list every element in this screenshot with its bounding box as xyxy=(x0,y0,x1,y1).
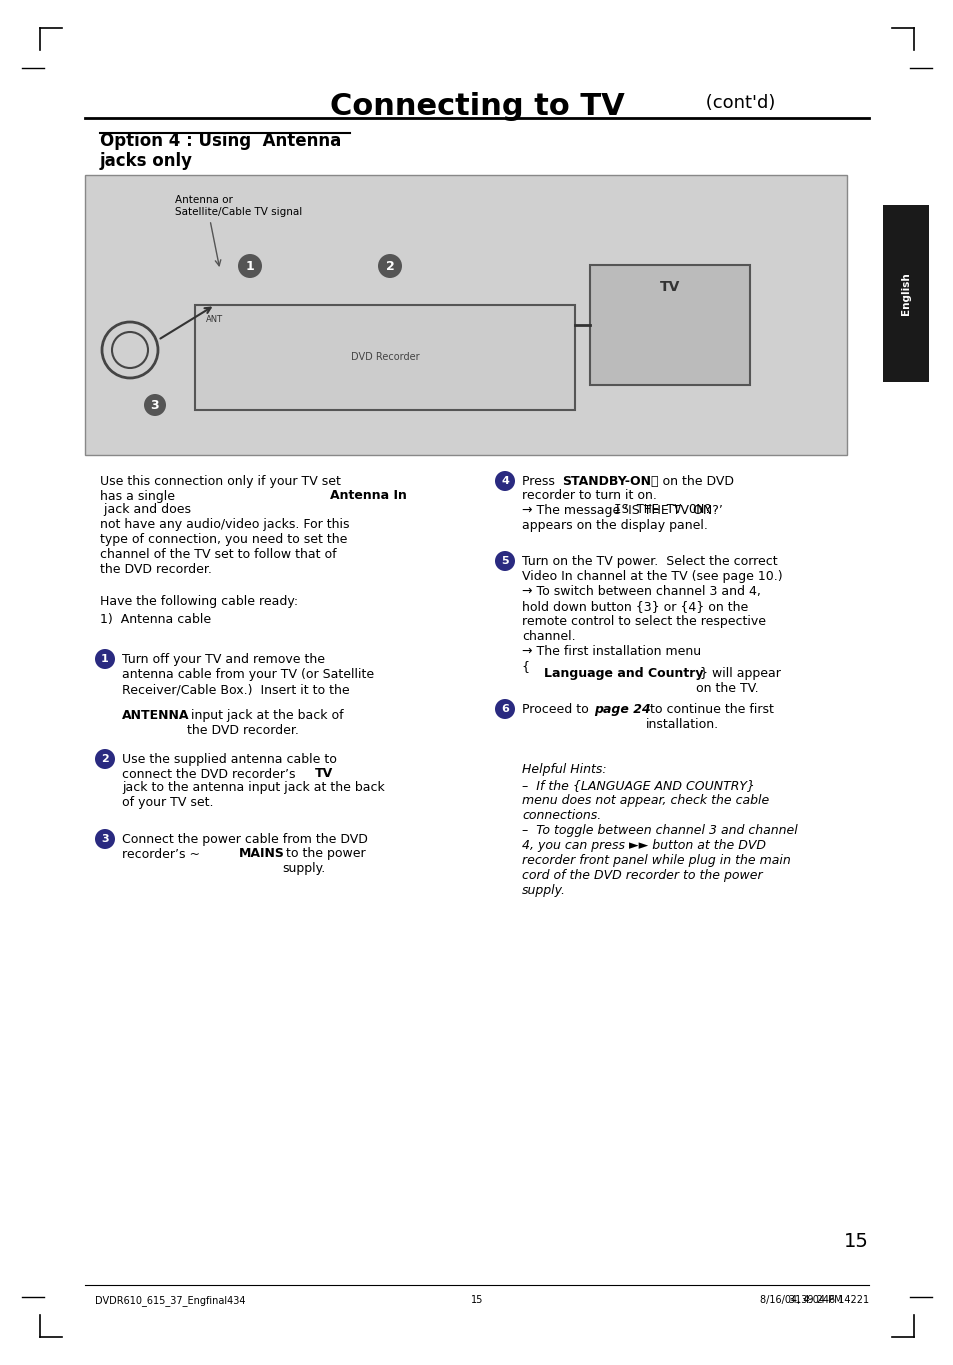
FancyBboxPatch shape xyxy=(882,205,928,382)
Text: 5: 5 xyxy=(500,556,508,566)
Text: Press: Press xyxy=(521,475,558,489)
Text: IS THE TV ON?: IS THE TV ON? xyxy=(614,502,711,516)
Circle shape xyxy=(95,648,115,669)
Text: Have the following cable ready:: Have the following cable ready: xyxy=(100,595,297,607)
Text: 15: 15 xyxy=(471,1295,482,1305)
FancyBboxPatch shape xyxy=(85,175,846,455)
FancyBboxPatch shape xyxy=(194,304,575,409)
FancyBboxPatch shape xyxy=(589,265,749,385)
Text: recorder to turn it on.
→ The message ‘IS THE TV ON?’
appears on the display pan: recorder to turn it on. → The message ‘I… xyxy=(521,489,722,532)
Text: ANT: ANT xyxy=(206,315,223,324)
Circle shape xyxy=(495,551,515,571)
Text: Language and Country: Language and Country xyxy=(543,667,702,680)
Circle shape xyxy=(95,749,115,768)
Text: 8/16/04, 4:04 PM: 8/16/04, 4:04 PM xyxy=(760,1295,841,1305)
Text: 2: 2 xyxy=(385,259,394,273)
Text: 4: 4 xyxy=(500,476,508,486)
Text: Helpful Hints:: Helpful Hints: xyxy=(521,763,606,775)
Text: to continue the first
installation.: to continue the first installation. xyxy=(645,703,773,732)
Text: 1)  Antenna cable: 1) Antenna cable xyxy=(100,613,211,627)
Text: Use this connection only if your TV set
has a single: Use this connection only if your TV set … xyxy=(100,475,340,502)
Text: MAINS: MAINS xyxy=(239,848,285,860)
Text: (cont'd): (cont'd) xyxy=(700,94,775,112)
Circle shape xyxy=(377,254,401,278)
Circle shape xyxy=(237,254,262,278)
Text: Antenna or
Satellite/Cable TV signal: Antenna or Satellite/Cable TV signal xyxy=(174,195,302,217)
Text: Proceed to: Proceed to xyxy=(521,703,592,717)
Circle shape xyxy=(95,829,115,849)
Text: jack to the antenna input jack at the back
of your TV set.: jack to the antenna input jack at the ba… xyxy=(122,781,384,809)
Text: Option 4 : Using  Antenna: Option 4 : Using Antenna xyxy=(100,132,341,150)
Text: Connect the power cable from the DVD
recorder’s ~: Connect the power cable from the DVD rec… xyxy=(122,833,368,861)
Text: STANDBY-ON: STANDBY-ON xyxy=(561,475,650,489)
Text: to the power
supply.: to the power supply. xyxy=(282,848,365,875)
Text: TV: TV xyxy=(314,767,333,779)
Text: English: English xyxy=(901,272,910,315)
Text: 1: 1 xyxy=(245,259,254,273)
Text: Antenna In: Antenna In xyxy=(330,489,406,502)
Text: } will appear
on the TV.: } will appear on the TV. xyxy=(696,667,781,695)
Text: page 24: page 24 xyxy=(594,703,650,717)
Text: Turn off your TV and remove the
antenna cable from your TV (or Satellite
Receive: Turn off your TV and remove the antenna … xyxy=(122,652,374,711)
Text: jack and does
not have any audio/video jacks. For this
type of connection, you n: jack and does not have any audio/video j… xyxy=(100,502,349,576)
Text: 15: 15 xyxy=(843,1233,868,1250)
Text: input jack at the back of
the DVD recorder.: input jack at the back of the DVD record… xyxy=(187,708,343,737)
Text: 3139 246 14221: 3139 246 14221 xyxy=(788,1295,868,1305)
Text: Turn on the TV power.  Select the correct
Video In channel at the TV (see page 1: Turn on the TV power. Select the correct… xyxy=(521,556,781,673)
Text: 1: 1 xyxy=(101,654,109,663)
Text: Connecting to TV: Connecting to TV xyxy=(330,91,623,121)
Text: DVDR610_615_37_Engfinal434: DVDR610_615_37_Engfinal434 xyxy=(95,1295,245,1306)
Circle shape xyxy=(495,471,515,491)
Text: 3: 3 xyxy=(151,399,159,411)
Text: 2: 2 xyxy=(101,753,109,764)
Text: jacks only: jacks only xyxy=(100,152,193,171)
Text: TV: TV xyxy=(659,280,679,293)
Text: ⏻ on the DVD: ⏻ on the DVD xyxy=(646,475,733,489)
Text: ANTENNA: ANTENNA xyxy=(122,708,190,722)
Text: DVD Recorder: DVD Recorder xyxy=(351,352,419,362)
Circle shape xyxy=(495,699,515,719)
Text: 3: 3 xyxy=(101,834,109,844)
Text: –  If the {LANGUAGE AND COUNTRY}
menu does not appear, check the cable
connectio: – If the {LANGUAGE AND COUNTRY} menu doe… xyxy=(521,779,797,897)
Text: Use the supplied antenna cable to
connect the DVD recorder’s: Use the supplied antenna cable to connec… xyxy=(122,753,336,781)
Text: 6: 6 xyxy=(500,704,508,714)
Circle shape xyxy=(144,394,166,416)
